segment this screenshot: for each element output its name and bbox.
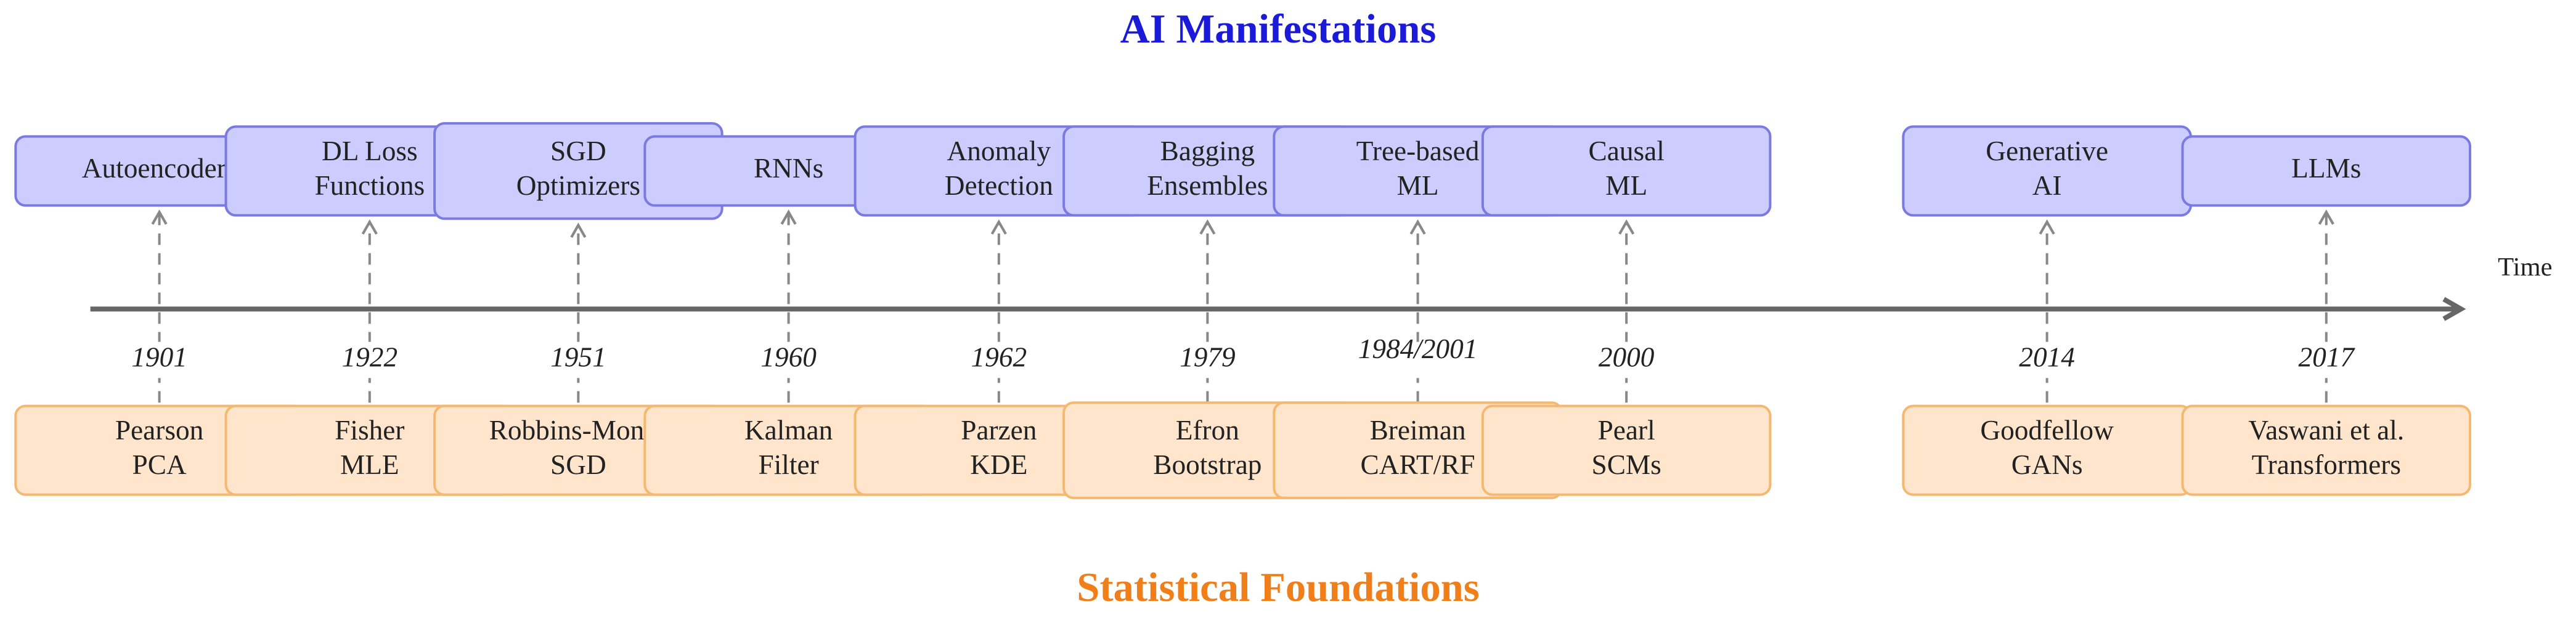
foundation-label: GANs bbox=[2011, 449, 2083, 480]
method-label: Tree-based bbox=[1356, 136, 1480, 166]
method-label: Detection bbox=[945, 170, 1053, 201]
foundation-label: Goodfellow bbox=[1980, 415, 2114, 446]
foundation-label: Filter bbox=[759, 449, 819, 480]
foundation-label: Robbins-Monro bbox=[489, 415, 667, 446]
foundation-label: Efron bbox=[1176, 415, 1239, 446]
year-label: 1922 bbox=[342, 341, 398, 372]
foundation-label: Bootstrap bbox=[1153, 449, 1262, 480]
year-bg bbox=[2273, 341, 2379, 378]
foundation-label: SGD bbox=[550, 449, 606, 480]
method-label: Optimizers bbox=[516, 170, 640, 201]
foundation-label: Vaswani et al. bbox=[2248, 415, 2404, 446]
year-bg bbox=[1994, 341, 2100, 378]
year-label: 1960 bbox=[760, 341, 817, 372]
method-label: ML bbox=[1397, 170, 1439, 201]
bottom-title: Statistical Foundations bbox=[1077, 565, 1479, 610]
year-bg bbox=[1573, 341, 1679, 378]
year-bg bbox=[107, 341, 212, 378]
method-label: LLMs bbox=[2291, 153, 2361, 184]
year-bg bbox=[1155, 341, 1260, 378]
foundation-label: SCMs bbox=[1592, 449, 1661, 480]
method-label: Functions bbox=[314, 170, 425, 201]
year-bg bbox=[736, 341, 841, 378]
method-label: Anomaly bbox=[947, 136, 1051, 166]
method-label: Generative bbox=[1986, 136, 2108, 166]
foundation-label: Fisher bbox=[335, 415, 404, 446]
foundation-box bbox=[2181, 404, 2472, 496]
year-label: 1979 bbox=[1180, 341, 1236, 372]
foundation-label: Pearson bbox=[115, 415, 203, 446]
method-label: Causal bbox=[1589, 136, 1665, 166]
method-label: AI bbox=[2032, 170, 2062, 201]
year-label: 1901 bbox=[131, 341, 187, 372]
year-label: 1951 bbox=[550, 341, 606, 372]
method-label: ML bbox=[1605, 170, 1647, 201]
method-label: DL Loss bbox=[322, 136, 418, 166]
foundation-label: Transformers bbox=[2252, 449, 2401, 480]
method-label: Bagging bbox=[1160, 136, 1255, 166]
year-bg bbox=[526, 341, 631, 378]
year-bg bbox=[317, 341, 423, 378]
foundation-label: PCA bbox=[132, 449, 187, 480]
year-bg bbox=[1365, 341, 1470, 378]
method-box bbox=[1481, 125, 1772, 217]
foundation-label: CART/RF bbox=[1361, 449, 1475, 480]
year-bg bbox=[946, 341, 1052, 378]
method-label: Ensembles bbox=[1147, 170, 1268, 201]
foundation-label: Kalman bbox=[744, 415, 833, 446]
method-label: RNNs bbox=[754, 153, 823, 184]
method-box bbox=[2181, 135, 2472, 207]
year-label: 2017 bbox=[2298, 341, 2355, 372]
foundation-label: MLE bbox=[340, 449, 399, 480]
year-label: 1984/2001 bbox=[1358, 333, 1478, 364]
year-label: 2014 bbox=[2019, 341, 2075, 372]
foundation-box bbox=[1481, 404, 1772, 496]
foundation-label: Parzen bbox=[961, 415, 1037, 446]
method-label: SGD bbox=[550, 136, 606, 166]
method-label: Autoencoders bbox=[82, 153, 237, 184]
foundation-label: KDE bbox=[970, 449, 1027, 480]
axis-label: Time bbox=[2498, 253, 2553, 282]
foundation-label: Breiman bbox=[1370, 415, 1466, 446]
year-label: 1962 bbox=[971, 341, 1027, 372]
title: AI Manifestations bbox=[1120, 7, 1437, 52]
foundation-label: Pearl bbox=[1598, 415, 1655, 446]
year-label: 2000 bbox=[1599, 341, 1655, 372]
